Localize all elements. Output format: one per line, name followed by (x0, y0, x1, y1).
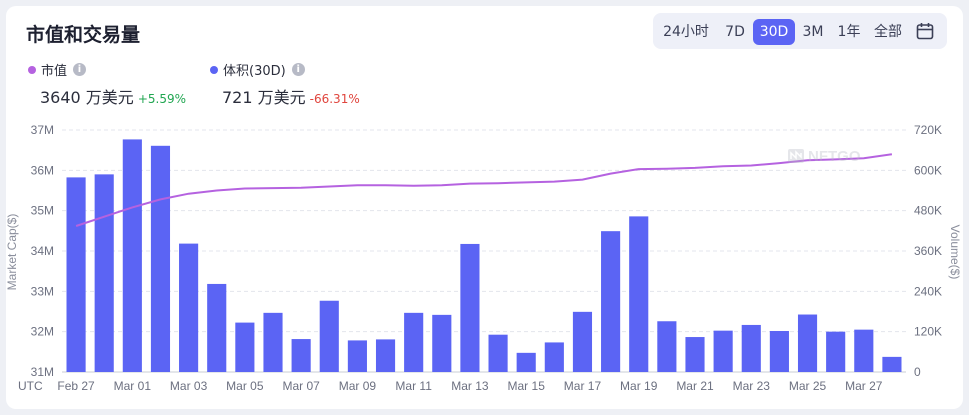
market-cap-value: 3640 万美元 (40, 88, 134, 107)
y-right-tick-label: 600K (914, 163, 942, 177)
y-right-tick-label: 480K (914, 204, 942, 218)
volume-bar[interactable] (488, 334, 508, 372)
volume-bar[interactable] (741, 324, 761, 372)
y-left-tick-label: 35M (31, 204, 54, 218)
x-tick-label: Mar 09 (339, 379, 377, 393)
y-right-tick-label: 360K (914, 244, 942, 258)
x-tick-label: Mar 13 (451, 379, 489, 393)
volume-bar[interactable] (882, 356, 902, 372)
info-icon[interactable]: i (291, 63, 305, 76)
volume-bar[interactable] (854, 329, 874, 372)
watermark-logo: NFTGO (788, 148, 861, 165)
volume-bar[interactable] (657, 321, 677, 372)
volume-bar[interactable] (235, 322, 255, 372)
y-right-tick-label: 240K (914, 284, 942, 298)
x-tick-label: Mar 07 (282, 379, 320, 393)
market-cap-legend-dot (28, 65, 36, 74)
y-left-axis-label: Market Cap($) (5, 214, 19, 291)
x-tick-label: Mar 03 (170, 379, 208, 393)
y-left-tick-label: 31M (31, 365, 54, 379)
volume-bar[interactable] (207, 283, 227, 372)
volume-bar[interactable] (375, 339, 396, 372)
volume-bar[interactable] (94, 174, 114, 372)
volume-bar[interactable] (826, 331, 846, 372)
volume-bar[interactable] (404, 312, 424, 372)
volume-bar[interactable] (629, 216, 649, 372)
volume-value: 721 万美元 (222, 88, 306, 107)
volume-change: -66.31% (309, 92, 360, 106)
volume-bar[interactable] (150, 145, 171, 372)
x-tick-label: Feb 27 (57, 379, 95, 393)
y-left-tick-label: 33M (31, 284, 54, 298)
y-left-tick-label: 34M (31, 244, 54, 258)
volume-bar[interactable] (544, 342, 564, 372)
volume-bar[interactable] (347, 340, 367, 372)
volume-bar[interactable] (432, 314, 452, 372)
volume-bar[interactable] (572, 311, 593, 372)
x-tick-label: Mar 17 (564, 379, 602, 393)
x-tick-label: Mar 01 (114, 379, 152, 393)
volume-bar[interactable] (601, 231, 621, 372)
y-right-tick-label: 0 (914, 365, 921, 379)
volume-bar[interactable] (122, 139, 142, 372)
market-cap-metric: 市值 i 3640 万美元 +5.59% (28, 60, 186, 108)
time-range-selector: 24小时 7D 30D 3M 1年 全部 (653, 13, 947, 49)
volume-bar[interactable] (263, 312, 283, 372)
watermark-text: NFTGO (808, 148, 861, 165)
range-all-button[interactable]: 全部 (874, 24, 902, 40)
range-7d-button[interactable]: 7D (725, 24, 745, 40)
calendar-icon[interactable] (915, 21, 935, 41)
volume-bar[interactable] (291, 339, 311, 372)
range-30d-button[interactable]: 30D (753, 19, 795, 45)
market-cap-change: +5.59% (137, 92, 186, 106)
x-tick-label: Mar 23 (733, 379, 771, 393)
range-3m-button[interactable]: 3M (802, 24, 824, 40)
x-tick-label: Mar 27 (845, 379, 883, 393)
volume-label: 体积(30D) (223, 64, 286, 79)
range-24h-button[interactable]: 24小时 (663, 24, 709, 40)
volume-bar[interactable] (179, 243, 199, 372)
x-tick-label: Mar 25 (789, 379, 827, 393)
x-tick-label: Mar 21 (676, 379, 714, 393)
info-icon[interactable]: i (73, 63, 87, 76)
x-tick-label: Mar 15 (508, 379, 546, 393)
volume-bar[interactable] (769, 330, 789, 372)
y-right-tick-label: 720K (914, 123, 942, 137)
y-left-tick-label: 37M (31, 123, 54, 137)
chart-title: 市值和交易量 (26, 24, 141, 46)
x-tick-label: Mar 05 (226, 379, 264, 393)
volume-metric: 体积(30D) i 721 万美元 -66.31% (210, 60, 360, 108)
x-tick-label: Mar 11 (395, 379, 432, 393)
range-1y-button[interactable]: 1年 (837, 24, 861, 40)
volume-bar[interactable] (516, 352, 536, 372)
volume-bar[interactable] (319, 300, 339, 372)
volume-bar[interactable] (460, 243, 480, 372)
timezone-label: UTC (18, 379, 43, 393)
market-cap-line (75, 153, 893, 227)
volume-bar[interactable] (797, 314, 818, 372)
volume-bar[interactable] (713, 330, 733, 372)
volume-bar[interactable] (66, 177, 86, 372)
volume-bar[interactable] (685, 337, 705, 372)
x-tick-label: Mar 19 (620, 379, 658, 393)
y-right-tick-label: 120K (914, 325, 942, 339)
y-right-axis-label: Volume($) (948, 225, 962, 280)
y-left-tick-label: 32M (31, 325, 54, 339)
market-cap-label: 市值 (41, 64, 68, 79)
y-left-tick-label: 36M (31, 163, 54, 177)
volume-legend-dot (210, 65, 218, 74)
